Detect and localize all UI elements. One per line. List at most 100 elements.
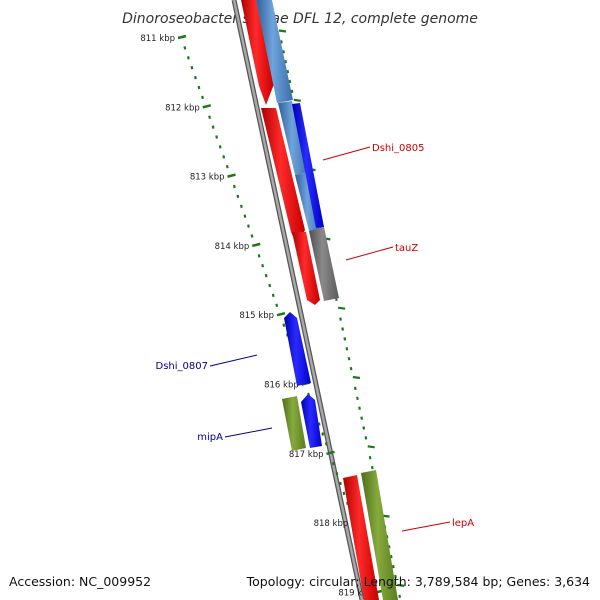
kbp-label: 819 kbp bbox=[338, 588, 373, 598]
minor-tick bbox=[218, 145, 222, 149]
outer-minor-tick bbox=[347, 356, 351, 361]
minor-tick bbox=[324, 442, 328, 446]
outer-minor-tick bbox=[349, 366, 353, 371]
minor-tick bbox=[250, 234, 254, 238]
kbp-label: 813 kbp bbox=[190, 173, 225, 183]
minor-tick bbox=[271, 293, 275, 298]
minor-tick bbox=[282, 323, 286, 327]
minor-tick bbox=[194, 75, 197, 80]
major-tick bbox=[202, 104, 212, 109]
outer-minor-tick bbox=[286, 69, 290, 74]
gene-feature-red[interactable] bbox=[292, 232, 320, 305]
outer-minor-tick bbox=[356, 396, 359, 401]
outer-minor-tick bbox=[364, 436, 368, 440]
major-tick bbox=[276, 311, 286, 317]
minor-tick bbox=[247, 224, 250, 228]
outer-minor-tick bbox=[345, 347, 349, 351]
outer-minor-tick bbox=[284, 59, 288, 64]
gene-feature-blue[interactable] bbox=[301, 394, 322, 448]
gene-feature-blue[interactable] bbox=[292, 103, 324, 228]
kbp-label: 814 kbp bbox=[215, 242, 250, 252]
outer-minor-tick bbox=[394, 574, 397, 579]
gene-label-lepa[interactable]: lepA bbox=[452, 518, 474, 529]
outer-minor-tick bbox=[391, 564, 395, 569]
minor-tick bbox=[275, 303, 279, 308]
gene-label-dshi-0807[interactable]: Dshi_0807 bbox=[156, 361, 208, 372]
outer-minor-tick bbox=[290, 89, 294, 94]
gene-label-mipa[interactable]: mipA bbox=[197, 432, 223, 443]
outer-minor-tick bbox=[282, 50, 285, 54]
minor-tick bbox=[261, 263, 265, 268]
kbp-label: 816 kbp bbox=[264, 381, 299, 391]
outer-minor-tick bbox=[358, 406, 361, 410]
gene-feature-steelblue[interactable] bbox=[256, 0, 293, 103]
map-title: Dinoroseobacter shibae DFL 12, complete … bbox=[122, 11, 478, 27]
outer-minor-tick bbox=[387, 545, 391, 549]
leader-line bbox=[401, 521, 451, 532]
minor-tick bbox=[317, 422, 321, 426]
kbp-label: 817 kbp bbox=[289, 450, 324, 460]
major-tick bbox=[227, 173, 236, 178]
outer-minor-tick bbox=[341, 327, 345, 331]
outer-major-tick bbox=[367, 445, 375, 449]
gene-feature-red[interactable] bbox=[261, 108, 305, 245]
leader-line bbox=[322, 146, 371, 161]
major-tick bbox=[177, 34, 187, 40]
gene-feature-steelblue[interactable] bbox=[278, 101, 309, 175]
outer-minor-tick bbox=[360, 416, 364, 420]
backbone-highlight bbox=[232, 0, 364, 600]
kbp-label: 815 kbp bbox=[239, 311, 274, 321]
minor-tick bbox=[225, 164, 229, 169]
gene-feature-red[interactable] bbox=[241, 0, 274, 105]
gene-feature-olive[interactable] bbox=[282, 396, 306, 451]
gene-feature-olive[interactable] bbox=[361, 470, 398, 600]
minor-tick bbox=[215, 135, 219, 139]
outer-major-tick bbox=[397, 583, 405, 587]
minor-tick bbox=[321, 432, 325, 436]
minor-tick bbox=[190, 65, 194, 70]
outer-major-tick bbox=[293, 98, 301, 102]
leader-line bbox=[224, 427, 273, 438]
major-tick bbox=[251, 242, 261, 248]
kbp-label: 811 kbp bbox=[140, 34, 175, 44]
minor-tick bbox=[186, 56, 190, 60]
minor-tick bbox=[211, 125, 215, 129]
minor-tick bbox=[236, 194, 240, 199]
outer-minor-tick bbox=[353, 386, 357, 391]
minor-tick bbox=[339, 481, 342, 486]
minor-tick bbox=[257, 254, 261, 258]
minor-tick bbox=[331, 461, 335, 466]
gene-label-tauz[interactable]: tauZ bbox=[395, 243, 418, 254]
kbp-label: 818 kbp bbox=[314, 519, 349, 529]
outer-minor-tick bbox=[362, 426, 366, 430]
leader-line bbox=[209, 354, 258, 367]
gene-label-dshi-0805[interactable]: Dshi_0805 bbox=[372, 143, 424, 154]
minor-tick bbox=[342, 491, 346, 496]
outer-minor-tick bbox=[280, 40, 283, 44]
leader-line bbox=[345, 246, 394, 261]
gene-feature-gray[interactable] bbox=[309, 227, 339, 301]
minor-tick bbox=[197, 85, 201, 90]
outer-minor-tick bbox=[339, 317, 342, 321]
minor-tick bbox=[243, 214, 247, 218]
kbp-tick-track: 811 kbp 812 kbp 813 kbp 814 kbp 815 kbp 816 k… bbox=[140, 34, 385, 598]
minor-tick bbox=[222, 155, 226, 159]
outer-minor-tick bbox=[398, 594, 402, 599]
outer-minor-tick bbox=[389, 554, 393, 559]
outer-minor-tick bbox=[368, 455, 372, 460]
genome-summary-text: Topology: circular; Length: 3,789,584 bp… bbox=[246, 574, 590, 589]
gene-feature-blue[interactable] bbox=[284, 312, 311, 386]
major-tick bbox=[326, 450, 335, 456]
outer-minor-tick bbox=[370, 465, 374, 470]
outer-major-tick bbox=[352, 375, 361, 380]
minor-tick bbox=[208, 115, 211, 119]
gene-feature-red[interactable] bbox=[343, 475, 379, 600]
minor-tick bbox=[183, 46, 187, 50]
outer-minor-tick bbox=[343, 337, 347, 341]
minor-tick bbox=[240, 204, 243, 209]
minor-tick bbox=[335, 471, 339, 476]
minor-tick bbox=[232, 184, 236, 189]
minor-tick bbox=[268, 283, 272, 288]
minor-tick bbox=[201, 95, 204, 100]
